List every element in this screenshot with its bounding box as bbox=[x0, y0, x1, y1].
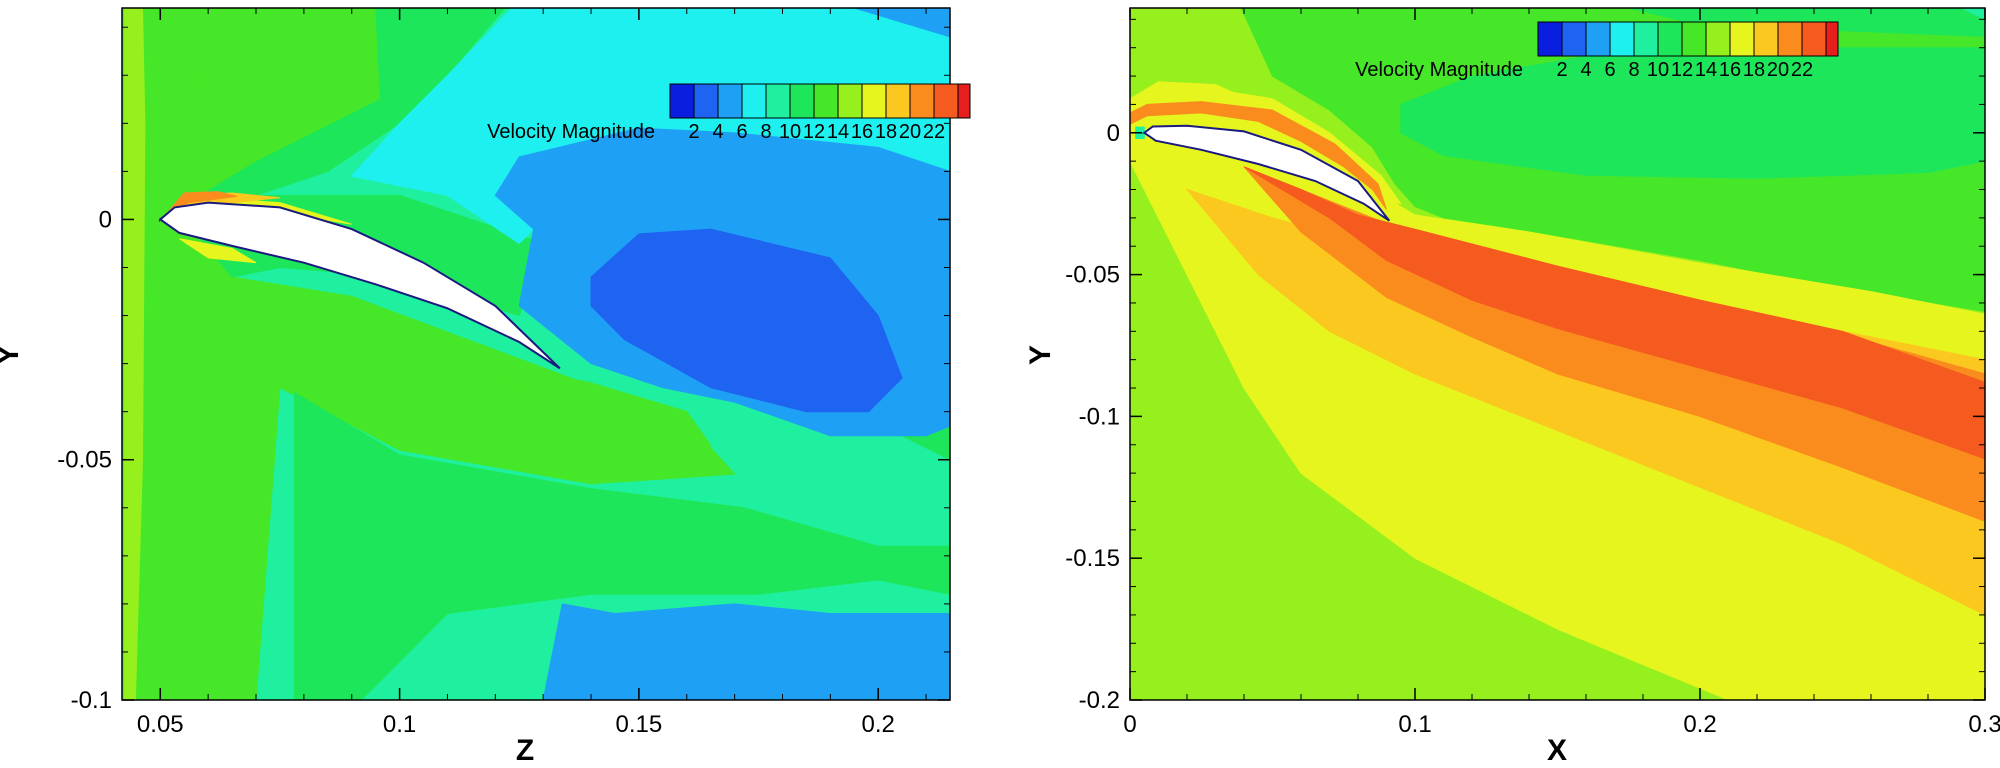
legend-swatch bbox=[1657, 21, 1683, 57]
legend-swatch bbox=[1585, 21, 1611, 57]
y-tick-label: -0.1 bbox=[71, 687, 112, 714]
legend-swatch bbox=[1633, 21, 1659, 57]
x-tick-label: 0.05 bbox=[137, 711, 184, 738]
contour-band bbox=[494, 362, 712, 446]
contour-band bbox=[1961, 8, 1985, 20]
x-tick-label: 0.3 bbox=[1968, 711, 2000, 738]
legend-swatch bbox=[1609, 21, 1635, 57]
y-axis-title: Y bbox=[0, 345, 25, 365]
y-tick-label: -0.15 bbox=[1065, 545, 1120, 572]
legend-tick-label: 6 bbox=[1604, 59, 1615, 81]
contour-panel-1: 0.05 0.1 0.15 0.2 0 -0.05 -0.1 Z Y Velocity Magni… bbox=[0, 7, 971, 767]
legend-tick-label: 12 bbox=[1671, 59, 1693, 81]
legend-swatch bbox=[1777, 21, 1803, 57]
y-tick-label: -0.05 bbox=[57, 447, 112, 474]
legend-swatch bbox=[933, 83, 959, 119]
legend-tick-label: 12 bbox=[803, 121, 825, 143]
contour-band bbox=[1400, 47, 1985, 179]
x-axis-title: X bbox=[1547, 734, 1567, 767]
legend-swatch bbox=[693, 83, 719, 119]
legend-swatch bbox=[1753, 21, 1779, 57]
legend-swatch bbox=[741, 83, 767, 119]
contour-band bbox=[168, 191, 238, 212]
legend-swatch bbox=[1681, 21, 1707, 57]
legend-tick-label: 4 bbox=[1580, 59, 1591, 81]
legend-tick-label: 18 bbox=[1743, 59, 1765, 81]
legend-tick-label: 20 bbox=[1767, 59, 1789, 81]
y-tick-label: -0.05 bbox=[1065, 262, 1120, 289]
legend-swatch bbox=[1537, 21, 1563, 57]
y-tick-label: -0.1 bbox=[1079, 403, 1120, 430]
legend-tick-label: 6 bbox=[736, 121, 747, 143]
contour-panel-2: 0 0.1 0.2 0.3 0 -0.05 -0.1 -0.15 -0.2 X Y Velocity … bbox=[1024, 7, 2000, 767]
legend-swatch bbox=[909, 83, 935, 119]
x-tick-label: 0.1 bbox=[1398, 711, 1431, 738]
y-tick-label: -0.2 bbox=[1079, 687, 1120, 714]
plot-area bbox=[1130, 8, 1985, 700]
legend-swatch bbox=[957, 83, 971, 119]
y-axis-title: Y bbox=[1024, 345, 1057, 365]
legend-swatch bbox=[1561, 21, 1587, 57]
x-tick-label: 0.15 bbox=[616, 711, 663, 738]
contour-band bbox=[590, 228, 903, 413]
legend: Velocity Magnitude 2 4 6 8 10 12 14 16 18 20 22 bbox=[487, 83, 971, 143]
legend-swatch bbox=[789, 83, 815, 119]
legend-swatch bbox=[717, 83, 743, 119]
y-tick-label: 0 bbox=[1107, 120, 1120, 147]
legend-tick-label: 14 bbox=[827, 121, 849, 143]
legend-tick-label: 8 bbox=[1628, 59, 1639, 81]
plot-area bbox=[122, 8, 950, 700]
legend-tick-label: 2 bbox=[688, 121, 699, 143]
legend-tick-label: 16 bbox=[851, 121, 873, 143]
legend-swatch bbox=[837, 83, 863, 119]
legend-title: Velocity Magnitude bbox=[487, 121, 655, 143]
legend-swatch bbox=[765, 83, 791, 119]
x-axis-title: Z bbox=[516, 734, 534, 767]
legend-swatch bbox=[669, 83, 695, 119]
x-tick-label: 0.2 bbox=[1683, 711, 1716, 738]
y-tick-label: 0 bbox=[99, 206, 112, 233]
contour-band bbox=[1243, 166, 1985, 460]
contour-band bbox=[542, 603, 950, 700]
plot-frame bbox=[1129, 7, 1986, 701]
contour-band bbox=[854, 8, 950, 38]
plot-frame bbox=[121, 7, 951, 701]
airfoil bbox=[1141, 124, 1391, 222]
legend-swatch bbox=[1729, 21, 1755, 57]
contour-band bbox=[179, 238, 257, 264]
legend-tick-label: 8 bbox=[760, 121, 771, 143]
airfoil bbox=[158, 201, 561, 370]
contour-band bbox=[1130, 101, 1387, 210]
legend-swatch bbox=[1705, 21, 1731, 57]
legend-tick-label: 2 bbox=[1556, 59, 1567, 81]
legend-swatch bbox=[813, 83, 839, 119]
legend-tick-label: 20 bbox=[899, 121, 921, 143]
x-tick-label: 0.1 bbox=[383, 711, 416, 738]
legend-tick-label: 16 bbox=[1719, 59, 1741, 81]
legend-tick-label: 10 bbox=[779, 121, 801, 143]
legend-tick-label: 14 bbox=[1695, 59, 1717, 81]
legend-swatch bbox=[861, 83, 887, 119]
legend-tick-label: 10 bbox=[1647, 59, 1669, 81]
legend-swatch bbox=[885, 83, 911, 119]
x-tick-label: 0.2 bbox=[862, 711, 895, 738]
legend-tick-label: 18 bbox=[875, 121, 897, 143]
legend-swatch bbox=[1801, 21, 1827, 57]
legend-swatch bbox=[1825, 21, 1839, 57]
legend-title: Velocity Magnitude bbox=[1355, 59, 1523, 81]
x-tick-label: 0 bbox=[1123, 711, 1136, 738]
legend-tick-label: 22 bbox=[1791, 59, 1813, 81]
contour-band bbox=[293, 391, 879, 700]
legend-tick-label: 4 bbox=[712, 121, 723, 143]
legend: Velocity Magnitude 2 4 6 8 10 12 14 16 18 20 22 bbox=[1355, 21, 1839, 81]
contour-band bbox=[877, 545, 950, 595]
legend-tick-label: 22 bbox=[923, 121, 945, 143]
